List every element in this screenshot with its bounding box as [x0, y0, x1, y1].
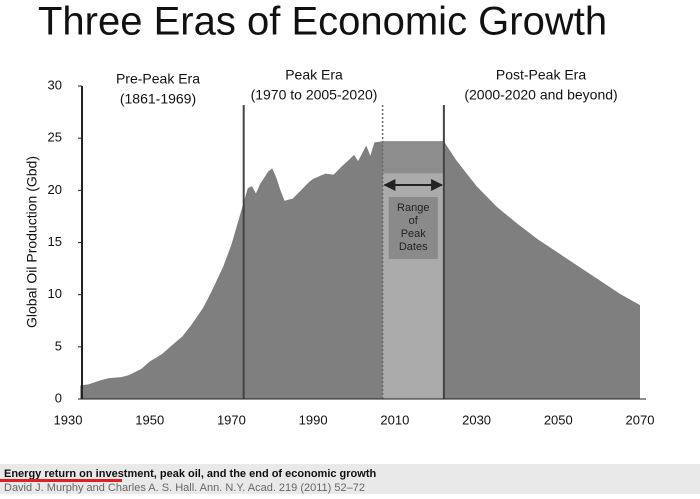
y-tick-label: 0	[55, 390, 62, 405]
range-label: of	[409, 215, 419, 227]
y-tick-label: 30	[48, 77, 62, 92]
era-name: Post-Peak Era	[496, 67, 586, 83]
era-dates: (2000-2020 and beyond)	[464, 87, 617, 103]
y-tick-label: 10	[48, 286, 62, 301]
range-label: Dates	[399, 241, 428, 253]
x-tick-label: 1990	[299, 412, 328, 427]
x-tick-label: 2010	[380, 412, 409, 427]
peak-plateau	[382, 141, 444, 174]
range-label: Range	[397, 202, 429, 214]
era-dates: (1970 to 2005-2020)	[251, 87, 378, 103]
x-tick-label: 2050	[544, 412, 573, 427]
y-tick-label: 5	[55, 338, 62, 353]
y-tick-label: 25	[48, 130, 62, 145]
x-tick-label: 1970	[217, 412, 246, 427]
y-tick-label: 20	[48, 182, 62, 197]
x-tick-label: 1950	[135, 412, 164, 427]
x-tick-label: 1930	[54, 412, 83, 427]
footer-citation: David J. Murphy and Charles A. S. Hall. …	[4, 482, 365, 494]
era-name: Peak Era	[285, 67, 343, 83]
range-box	[388, 197, 438, 259]
range-label: Peak	[401, 228, 427, 240]
x-tick-label: 2070	[626, 412, 655, 427]
y-tick-label: 15	[48, 234, 62, 249]
era-name: Pre-Peak Era	[116, 71, 200, 87]
era-dates: (1861-1969)	[120, 91, 196, 107]
chart-title: Three Eras of Economic Growth	[38, 0, 607, 44]
peak-range-band	[382, 141, 444, 399]
x-tick-label: 2030	[462, 412, 491, 427]
progress-bar	[0, 479, 122, 482]
area	[80, 141, 640, 399]
y-axis-label: Global Oil Production (Gbd)	[24, 156, 40, 328]
footer-title: Energy return on investment, peak oil, a…	[4, 468, 376, 480]
